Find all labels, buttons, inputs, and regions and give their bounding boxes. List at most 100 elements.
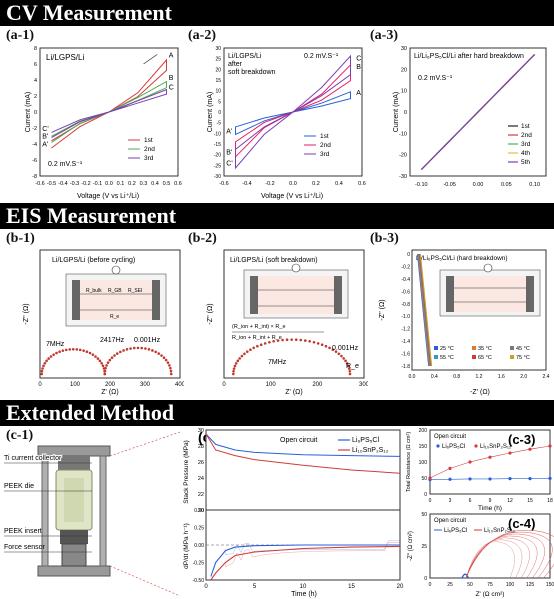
legend-series-1: Li₆PS₅Cl	[352, 437, 379, 444]
data-point	[88, 351, 92, 355]
series-line-Li10SnP2S12	[465, 533, 545, 579]
tick-label: -0.2	[265, 181, 274, 187]
tick-label: -5	[217, 121, 222, 127]
legend-entry: 4th	[521, 150, 530, 157]
tick-label: -1.8	[401, 364, 410, 370]
tick-group: 20 22 24 26 28 30 0.50 0.25 0.00 -0.25 -0.500 5 10 15…	[193, 428, 404, 590]
panel-label-c3: (c-3)	[508, 432, 535, 447]
data-point	[320, 343, 324, 346]
y-axis-label: -Z'' (Ω)	[207, 303, 214, 324]
data-point	[164, 358, 168, 362]
tie-rod	[99, 455, 107, 567]
legend-title: Open circuit	[434, 518, 466, 524]
chart-title: Li/Li₆PS₅Cl/Li (hard breakdown)	[416, 255, 508, 262]
data-point	[169, 372, 173, 376]
tick-label: 22	[198, 492, 204, 498]
legend-entry: 1st	[521, 123, 530, 130]
tick-label: 0	[407, 252, 410, 258]
data-point	[316, 342, 320, 345]
data-point	[157, 352, 161, 355]
tick-label: -25	[214, 163, 221, 169]
tick-label: 18	[547, 498, 553, 504]
data-point	[132, 346, 136, 350]
tick-label: 100	[419, 460, 428, 466]
circuit-inset	[439, 263, 541, 317]
tick-label: 200	[105, 382, 116, 388]
series-line-Li10SnP2S12	[465, 529, 554, 579]
point-label: C'	[42, 126, 48, 133]
tick-label: 0.3	[140, 181, 148, 187]
freq-label-low: 0.001Hz	[332, 345, 359, 352]
data-point	[91, 353, 95, 356]
data-point	[263, 342, 267, 345]
chart-a3: Li/Li₆PS₅Cl/Li after hard breakdown 0.2 …	[393, 46, 547, 188]
chart-c4: (c-4) Open circuit Li₆PS₅Cl Li₁₀SnP₂S₁₂ …	[408, 512, 554, 598]
data-point	[162, 356, 166, 360]
tick-group: 0.0 0.4 0.8 1.2 1.6 2.0 2.4 0 -0.2 -0.4 -0.6 -0.8 -1…	[401, 252, 549, 380]
formula-denominator: R_ion + R_int + R_e	[232, 335, 282, 341]
tick-label: 0.25	[194, 526, 204, 532]
data-point	[294, 338, 298, 342]
chart-title-line2: after	[228, 61, 243, 68]
tick-label: 0	[38, 382, 42, 388]
y-axis-label: Current (mA)	[393, 92, 400, 132]
panel-label-c1: (c-1)	[6, 428, 34, 443]
series-group	[416, 253, 433, 367]
chart-b1: Li/LGPS/Li (before cycling) R_bulk R_GB …	[23, 249, 184, 396]
point-label: A'	[42, 141, 48, 148]
tick-label: -10	[399, 131, 407, 137]
tick-label: 50	[467, 582, 473, 588]
tick-label: 5	[218, 99, 221, 105]
tick-label: -15	[214, 142, 221, 148]
data-point	[85, 350, 89, 354]
series-line-Li10SnP2S12	[465, 541, 515, 579]
tick-label: 0.00	[194, 543, 204, 549]
tick-label: -4	[32, 142, 37, 148]
tick-label: 30	[215, 46, 221, 52]
re-label: R_e	[346, 363, 359, 370]
x-axis-label: Z' (Ω)	[101, 389, 118, 396]
freq-label-mid: 2417Hz	[100, 337, 125, 344]
tick-label: 400	[175, 382, 184, 388]
data-point	[259, 343, 263, 346]
label-force-sensor: Force sensor	[4, 544, 46, 551]
tick-group: -0.6 -0.5 -0.4 -0.3 -0.2 -0.1 0.0 0.1 0.2 0.3 0.4 0…	[32, 46, 182, 187]
tick-label: -8	[32, 174, 37, 180]
tick-label: -0.6	[219, 181, 228, 187]
data-point	[232, 367, 236, 370]
data-point	[52, 353, 55, 356]
tick-label: -20	[399, 153, 407, 159]
tick-label: 6	[34, 62, 37, 68]
data-point	[324, 344, 328, 348]
x-axis-label: Time (h)	[291, 591, 317, 598]
data-point	[47, 357, 50, 360]
data-point	[40, 369, 44, 373]
data-point	[68, 348, 72, 351]
tick-label: 0.4	[151, 181, 159, 187]
data-point	[154, 350, 157, 354]
data-point	[347, 364, 350, 368]
tick-label: 20	[397, 584, 404, 590]
freq-label-high: 7MHz	[268, 359, 287, 366]
y-axis-label-top: Stack Pressure (MPa)	[183, 440, 190, 504]
data-point	[43, 361, 47, 365]
series-line-5th	[420, 53, 536, 171]
tick-label: 10	[401, 89, 407, 95]
data-point	[108, 358, 112, 362]
tick-label: 0	[222, 382, 226, 388]
legend-entry: 45 °C	[516, 346, 530, 352]
tick-label: 150	[419, 444, 428, 450]
data-point	[303, 339, 307, 342]
tick-label: 0.5	[163, 181, 171, 187]
tick-label: 0	[204, 584, 208, 590]
tick-label: 125	[526, 582, 535, 588]
chart-title: Li/LGPS/Li	[46, 53, 84, 62]
data-point	[40, 372, 44, 376]
tick-label: 2.0	[520, 374, 527, 380]
panel-label-b2: (b-2)	[188, 231, 217, 246]
plot-frame	[429, 513, 551, 579]
legend-entry: 3rd	[144, 155, 154, 162]
tick-label: 0.00	[473, 182, 484, 188]
chart-title: Li/Li₆PS₅Cl/Li after hard breakdown	[414, 53, 524, 60]
data-point	[101, 364, 105, 368]
